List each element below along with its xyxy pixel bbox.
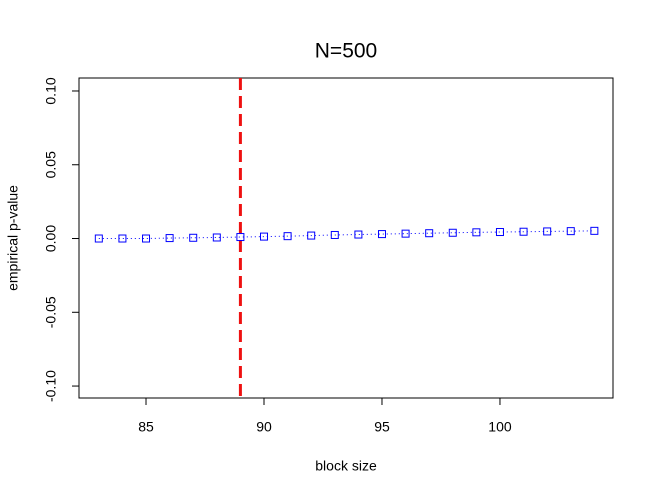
point: [425, 229, 434, 238]
y-tick-label: 0.00: [43, 225, 59, 252]
x-tick-label: 95: [374, 419, 390, 435]
point: [236, 233, 245, 242]
point: [590, 226, 599, 235]
y-tick-label: -0.05: [43, 296, 59, 328]
point: [118, 234, 127, 243]
chart-title: N=500: [315, 40, 377, 63]
point: [566, 227, 575, 236]
point: [354, 230, 363, 239]
x-tick-label: 100: [488, 419, 512, 435]
point: [495, 228, 504, 237]
point: [260, 232, 269, 241]
point: [94, 234, 103, 243]
point: [448, 228, 457, 237]
plot-box: [78, 77, 614, 399]
x-tick-label: 90: [256, 419, 272, 435]
point: [212, 233, 221, 242]
point: [165, 234, 174, 243]
point: [377, 230, 386, 239]
y-axis-label: empirical p-value: [5, 185, 21, 291]
point: [307, 231, 316, 240]
point: [142, 234, 151, 243]
point: [283, 232, 292, 241]
point: [472, 228, 481, 237]
point: [401, 229, 410, 238]
point: [519, 227, 528, 236]
point: [189, 233, 198, 242]
x-tick-label: 85: [138, 419, 154, 435]
point: [330, 230, 339, 239]
y-tick-label: -0.10: [43, 370, 59, 402]
x-axis-label: block size: [315, 458, 377, 474]
point: [543, 227, 552, 236]
y-tick-label: 0.05: [43, 151, 59, 178]
y-tick-label: 0.10: [43, 77, 59, 104]
